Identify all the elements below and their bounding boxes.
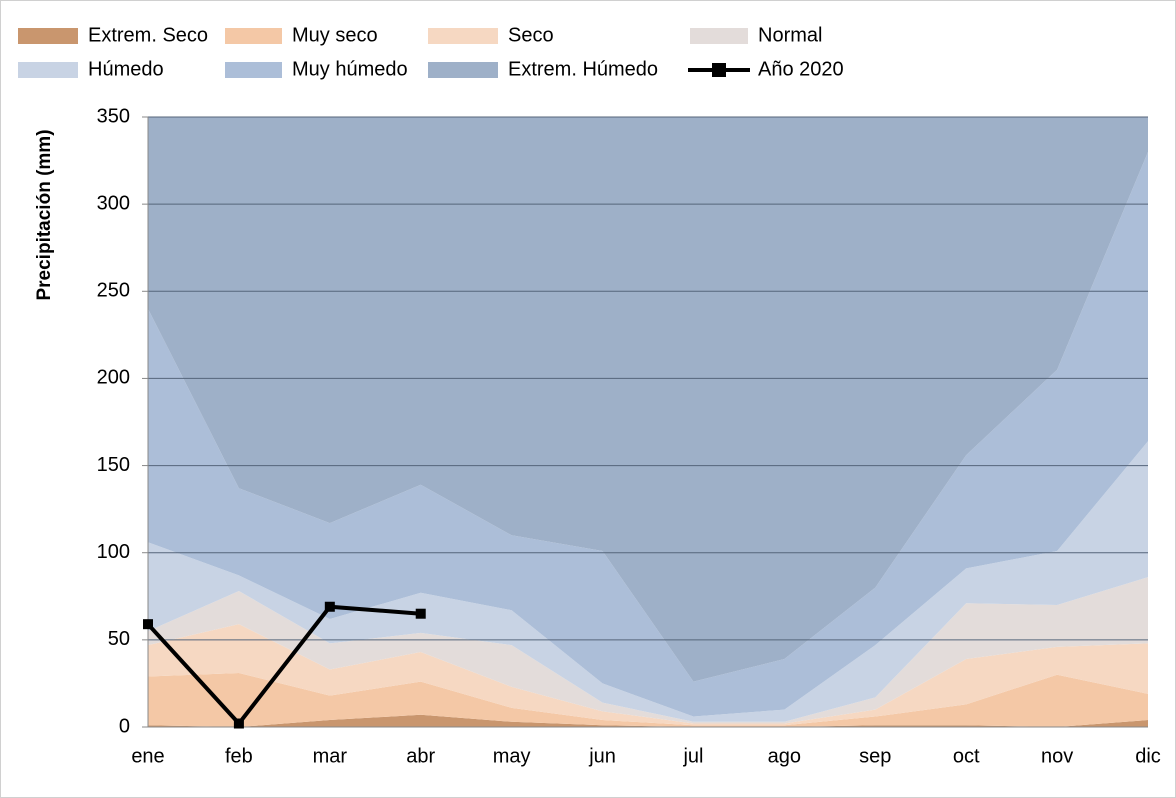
area [148,624,1148,726]
area [148,577,1148,724]
x-tick-label: sep [859,745,891,767]
x-tick-label: abr [406,745,435,767]
legend-swatch [18,62,78,78]
area [148,151,1148,717]
x-tick-label: ago [768,745,801,767]
x-tick-label: jun [588,745,616,767]
legend-swatch [428,62,498,78]
y-tick-label: 350 [97,105,130,127]
marker [233,718,244,729]
legend-label: Extrem. Húmedo [508,58,658,80]
legend-swatch [690,28,748,44]
y-tick-label: 0 [119,715,130,737]
area [148,117,1148,682]
y-tick-label: 250 [97,280,130,302]
x-tick-label: ene [131,745,164,767]
y-tick-label: 300 [97,192,130,214]
legend-swatch [18,28,78,44]
x-tick-label: feb [225,745,253,767]
area [148,714,1148,727]
line [146,604,421,727]
legend-label: Húmedo [88,58,164,80]
marker [324,601,335,612]
legend-swatch [225,28,282,44]
y-tick-label: 50 [108,628,130,650]
x-tick-label: jul [682,745,703,767]
area [148,672,1148,727]
legend-swatch [428,28,498,44]
legend-swatch [225,62,282,78]
x-tick-label: may [493,745,531,767]
x-tick-label: nov [1041,745,1073,767]
x-tick-label: dic [1135,745,1161,767]
y-axis-label: Precipitación (mm) [34,129,55,300]
legend-marker [712,63,726,77]
area [148,441,1148,722]
x-tick-label: mar [313,745,348,767]
marker [415,608,426,619]
legend-label: Muy seco [292,24,378,46]
legend-label: Extrem. Seco [88,24,208,46]
legend-label: Normal [758,24,822,46]
y-tick-label: 200 [97,367,130,389]
y-tick-label: 100 [97,541,130,563]
legend-label: Muy húmedo [292,58,408,80]
legend-label: Año 2020 [758,58,844,80]
y-tick-label: 150 [97,454,130,476]
marker [143,619,153,630]
x-tick-label: oct [953,745,980,767]
legend-label: Seco [508,24,554,46]
